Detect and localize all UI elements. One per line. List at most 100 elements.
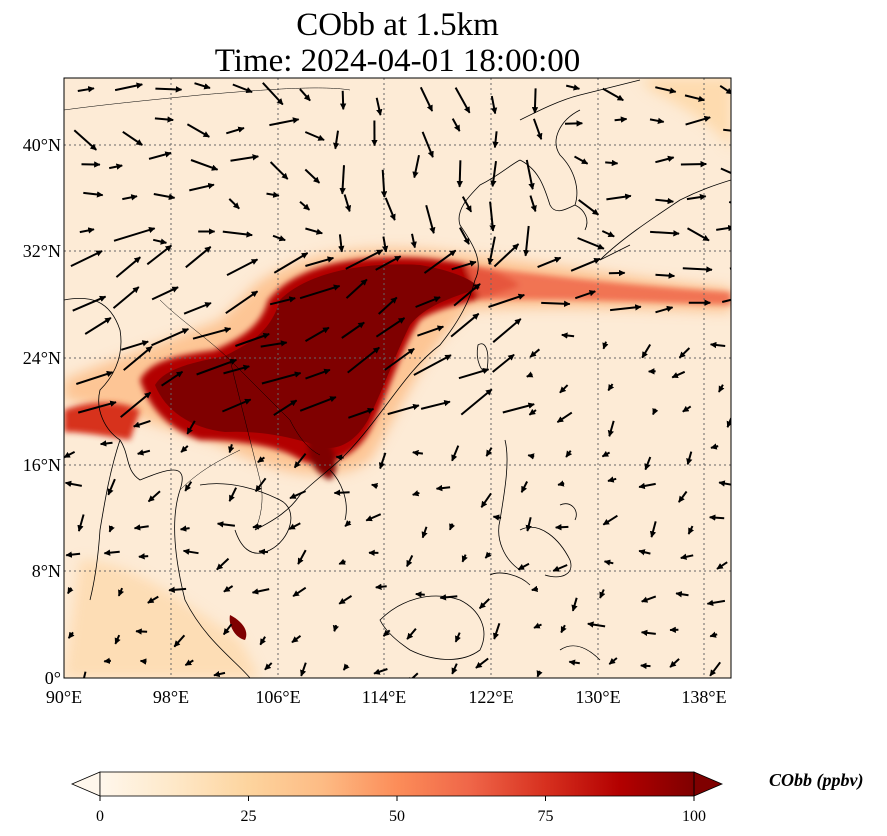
wind-arrow [682,266,713,273]
coastlines [64,79,731,678]
wind-arrow [601,450,611,458]
wind-arrow [117,587,124,597]
wind-arrow [602,87,624,102]
wind-arrow [151,286,179,301]
colorbar-extend-min [70,771,101,797]
wind-arrow [528,408,537,416]
wind-arrow [168,586,187,594]
wind-arrow [83,191,104,198]
wind-arrow [338,595,353,605]
wind-arrow [70,250,103,268]
wind-arrow [305,368,331,380]
wind-arrow [216,557,230,571]
wind-arrow [710,443,719,450]
wind-arrow [148,151,172,160]
wind-arrow [720,167,731,175]
wind-arrow [77,400,117,414]
wind-arrow [133,524,149,531]
map-frame [63,77,732,679]
wind-arrow [556,411,573,424]
wind-arrow [652,407,659,416]
wind-arrow [607,420,615,437]
wind-arrow [644,456,652,471]
wind-arrow [216,521,236,528]
wind-arrow [161,370,184,387]
wind-arrow [146,244,173,266]
wind-arrow [421,131,434,158]
wind-arrow [299,88,311,102]
wind-arrow [72,295,107,312]
wind-arrow [75,370,114,385]
wind-arrow [451,445,460,462]
wind-arrow [154,116,174,123]
wind-arrow [107,478,116,496]
x-tick-label: 138°E [681,687,727,707]
wind-arrow [655,155,675,164]
wind-arrow [292,586,307,598]
wind-arrow [73,129,97,151]
colorbar-tick-label: 100 [682,808,706,825]
wind-arrow [718,384,725,393]
wind-arrow [196,358,238,376]
wind-arrow [226,126,245,135]
wind-arrow [456,160,463,188]
wind-arrow [184,659,194,667]
wind-arrow [192,326,232,340]
wind-arrow [260,340,288,348]
wind-arrow [484,551,492,559]
wind-arrow [186,123,210,138]
wind-arrow [602,514,618,526]
wind-arrow [406,628,417,640]
wind-arrow [520,481,528,493]
wind-arrow [492,622,501,640]
wind-arrow [223,585,234,593]
wind-arrow [183,302,212,315]
wind-arrow [560,624,567,634]
wind-arrow [475,657,489,669]
wind-arrow [333,489,350,496]
wind-arrow [529,348,541,358]
wind-arrow [709,661,722,677]
wind-arrow [451,260,477,271]
wind-arrow [230,154,259,162]
wind-arrow [305,227,323,235]
wind-arrow [570,257,601,272]
wind-arrow [99,440,113,447]
wind-arrow [173,634,186,648]
wind-arrow [190,159,219,171]
wind-arrow [568,659,580,666]
wind-arrow [335,454,344,461]
wind-arrow [339,165,346,195]
wind-arrow [565,84,581,91]
wind-arrow [413,354,452,376]
map-area [64,78,731,678]
wind-arrow [552,564,568,572]
wind-arrow [517,562,530,571]
wind-arrow [266,191,280,198]
wind-arrow [299,396,337,412]
wind-arrow [682,405,692,413]
wind-arrow [487,236,496,265]
wind-arrow [526,371,534,378]
wind-arrow [577,237,605,250]
wind-arrow [180,445,189,453]
wind-arrow [678,347,691,359]
wind-arrow [378,296,398,315]
wind-arrow [262,82,284,106]
x-tick-label: 98°E [152,687,190,707]
wind-arrow [103,549,120,556]
y-tick-label: 32°N [22,241,61,261]
wind-arrow [421,526,428,539]
wind-arrow [655,272,676,279]
wind-arrow [254,477,267,493]
wind-arrow [120,391,152,418]
wind-arrow [605,159,619,167]
wind-arrow [669,658,680,668]
wind-arrow [185,246,212,269]
wind-arrow [425,204,436,234]
colorbar-tick-label: 75 [537,808,554,825]
wind-arrow [685,115,711,126]
wind-arrow [641,595,657,603]
wind-arrow [299,284,341,300]
wind-arrow [415,296,441,308]
